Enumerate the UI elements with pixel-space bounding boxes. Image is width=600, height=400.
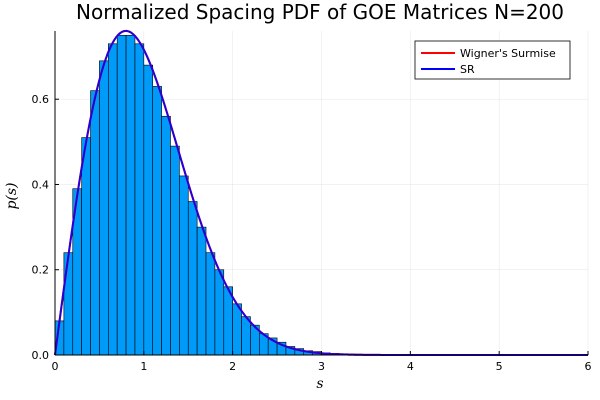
y-tick-label: 0.4 xyxy=(32,178,50,191)
x-tick-label: 0 xyxy=(52,360,59,373)
y-axis-ticks: 0.0 0.2 0.4 0.6 xyxy=(32,93,59,362)
histogram-bar xyxy=(232,303,242,356)
histogram-bar xyxy=(90,90,100,356)
histogram-bars xyxy=(54,34,589,356)
histogram-bar xyxy=(134,43,145,356)
x-tick-label: 4 xyxy=(407,360,414,373)
x-tick-label: 5 xyxy=(496,360,503,373)
histogram-bar xyxy=(63,252,74,356)
histogram-bar xyxy=(108,43,118,356)
histogram-bar xyxy=(179,175,189,356)
x-tick-label: 6 xyxy=(585,360,592,373)
histogram-bar xyxy=(223,286,233,356)
x-tick-label: 2 xyxy=(229,360,236,373)
x-axis-label: s xyxy=(316,376,323,392)
histogram-bar xyxy=(143,64,154,356)
legend-label-sr: SR xyxy=(460,63,475,76)
y-tick-label: 0.6 xyxy=(32,93,50,106)
histogram-bar xyxy=(152,86,162,356)
histogram-bar xyxy=(205,252,216,356)
histogram-bar xyxy=(81,137,91,356)
histogram-bar xyxy=(116,34,127,356)
y-axis-label: p(s) xyxy=(4,182,20,209)
histogram-bar xyxy=(161,115,171,356)
histogram-bar xyxy=(170,145,180,356)
legend-box xyxy=(414,40,571,80)
histogram-bar xyxy=(196,226,207,356)
chart-title: Normalized Spacing PDF of GOE Matrices N… xyxy=(76,0,564,24)
x-axis-ticks: 0 1 2 3 4 5 6 xyxy=(52,351,592,373)
x-tick-label: 3 xyxy=(318,360,325,373)
histogram-bar xyxy=(241,316,251,356)
histogram-bar xyxy=(125,34,136,356)
y-tick-label: 0.2 xyxy=(32,264,50,277)
histogram-bar xyxy=(187,201,198,356)
legend: Wigner's Surmise SR xyxy=(414,40,571,80)
histogram-bar xyxy=(99,60,109,356)
x-tick-label: 1 xyxy=(140,360,147,373)
y-tick-label: 0.0 xyxy=(32,349,50,362)
legend-label-wigner: Wigner's Surmise xyxy=(460,47,556,60)
histogram-bar xyxy=(214,269,225,356)
